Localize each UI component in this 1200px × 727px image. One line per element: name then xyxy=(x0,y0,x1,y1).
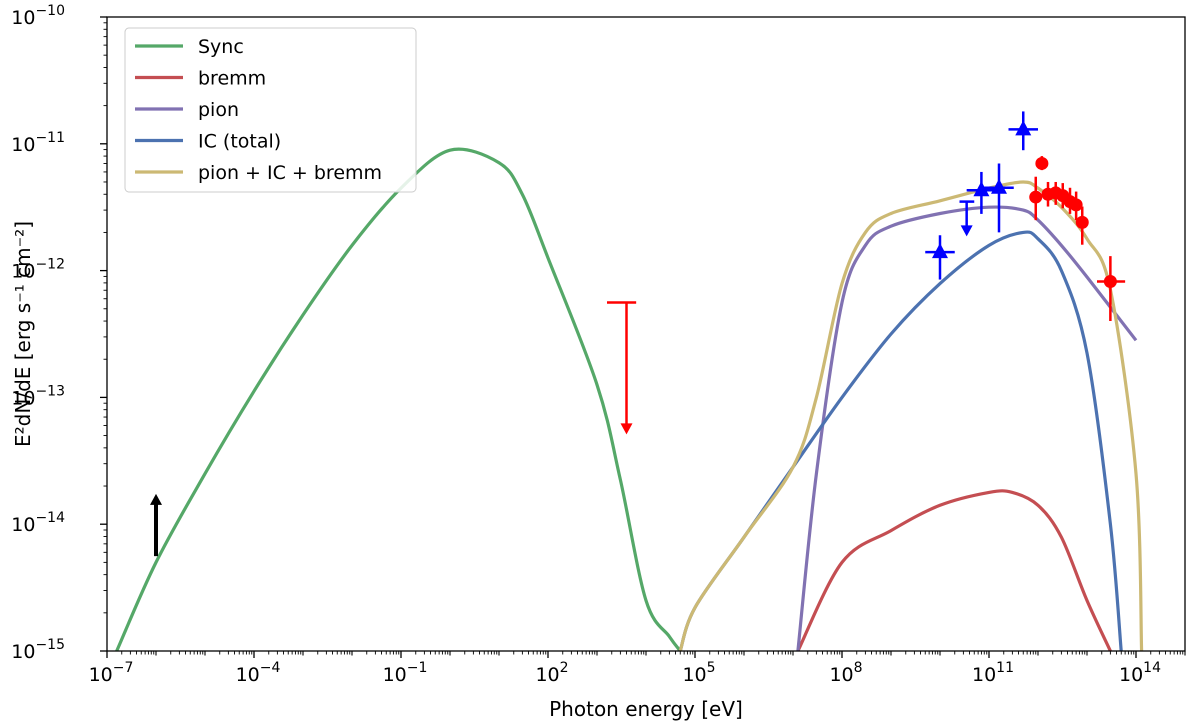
x-tick-label-6: 1011 xyxy=(972,660,1014,686)
x-tick-label-1-base: 10 xyxy=(236,664,260,686)
y-tick-label-4-base: 10 xyxy=(11,134,35,156)
y-tick-label-5: 10−10 xyxy=(11,3,65,29)
x-tick-label-5-exp: 8 xyxy=(854,660,863,676)
y-tick-label-1-exp: −14 xyxy=(35,510,65,526)
x-tick-label-7-base: 10 xyxy=(1119,664,1143,686)
x-tick-label-0: 10−7 xyxy=(89,660,134,686)
y-tick-label-2-base: 10 xyxy=(11,387,35,409)
y-tick-label-4: 10−11 xyxy=(11,130,65,156)
x-tick-label-6-base: 10 xyxy=(972,664,996,686)
y-tick-label-2-exp: −13 xyxy=(35,383,65,399)
x-tick-label-7-exp: 14 xyxy=(1143,660,1161,676)
x-tick-label-1-exp: −4 xyxy=(260,660,281,676)
x-tick-label-4: 105 xyxy=(682,660,715,686)
legend-label-ic-total: IC (total) xyxy=(198,131,281,153)
y-tick-label-0: 10−15 xyxy=(11,637,65,663)
red-point-1-marker xyxy=(1035,156,1049,170)
y-tick-label-1: 10−14 xyxy=(11,510,65,536)
x-tick-label-2-exp: −1 xyxy=(407,660,428,676)
y-tick-label-3-exp: −12 xyxy=(35,257,65,273)
x-tick-label-0-base: 10 xyxy=(89,664,113,686)
x-tick-label-4-exp: 5 xyxy=(707,660,716,676)
upper-limit-1-arrow xyxy=(960,225,973,237)
red-point-8-marker xyxy=(1103,275,1117,289)
y-tick-label-2: 10−13 xyxy=(11,383,65,409)
y-tick-label-1-base: 10 xyxy=(11,514,35,536)
x-axis: 10−7 10−4 10−1 102 105 108 1011 1014 xyxy=(89,651,1186,686)
legend: Sync bremm pion IC (total) pion + IC + bremm xyxy=(124,27,417,193)
x-axis-label: Photon energy [eV] xyxy=(549,697,743,721)
x-tick-label-6-exp: 11 xyxy=(996,660,1014,676)
lower-limit-0-arrow xyxy=(150,493,162,505)
legend-box xyxy=(124,27,417,193)
y-tick-label-0-exp: −15 xyxy=(35,637,65,653)
x-tick-label-4-base: 10 xyxy=(682,664,706,686)
y-tick-label-5-base: 10 xyxy=(11,7,35,29)
series-pion-line xyxy=(796,205,1138,651)
legend-label-pion-ic-bremm: pion + IC + bremm xyxy=(198,162,382,184)
x-tick-label-3-exp: 2 xyxy=(560,660,569,676)
y-tick-label-3-base: 10 xyxy=(11,261,35,283)
x-tick-label-1: 10−4 xyxy=(236,660,281,686)
x-tick-label-5-base: 10 xyxy=(829,664,853,686)
series-pion-ic-bremm-line xyxy=(678,180,1144,651)
upper-limit-0-arrow xyxy=(620,423,633,435)
blue-point-3-marker xyxy=(1015,120,1032,136)
blue-point-2-marker xyxy=(991,178,1008,194)
y-tick-label-4-exp: −11 xyxy=(35,130,65,146)
x-tick-label-5: 108 xyxy=(829,660,862,686)
data-markers xyxy=(150,111,1126,557)
y-tick-label-5-exp: −10 xyxy=(35,3,65,19)
model-curves xyxy=(115,147,1144,651)
red-point-7-marker xyxy=(1075,215,1089,229)
series-bremm-line xyxy=(796,489,1112,651)
blue-point-1-marker xyxy=(973,181,990,197)
y-tick-label-0-base: 10 xyxy=(11,641,35,663)
x-tick-label-0-exp: −7 xyxy=(113,660,134,676)
x-tick-label-3-base: 10 xyxy=(535,664,559,686)
x-tick-label-3: 102 xyxy=(535,660,568,686)
x-tick-label-7: 1014 xyxy=(1119,660,1161,686)
legend-label-sync: Sync xyxy=(198,36,244,58)
series-sync-line xyxy=(115,147,682,651)
legend-label-bremm: bremm xyxy=(198,68,266,90)
legend-label-pion: pion xyxy=(198,99,239,121)
y-axis-label-text: E²dN/dE [erg s⁻¹ cm⁻²] xyxy=(11,221,35,447)
blue-point-0-marker xyxy=(932,243,948,259)
x-tick-label-2: 10−1 xyxy=(383,660,428,686)
y-axis-label: E²dN/dE [erg s⁻¹ cm⁻²] xyxy=(11,221,35,447)
red-point-0-marker xyxy=(1029,190,1043,204)
y-tick-label-3: 10−12 xyxy=(11,257,65,283)
red-point-6-marker xyxy=(1069,198,1083,212)
x-tick-label-2-base: 10 xyxy=(383,664,407,686)
